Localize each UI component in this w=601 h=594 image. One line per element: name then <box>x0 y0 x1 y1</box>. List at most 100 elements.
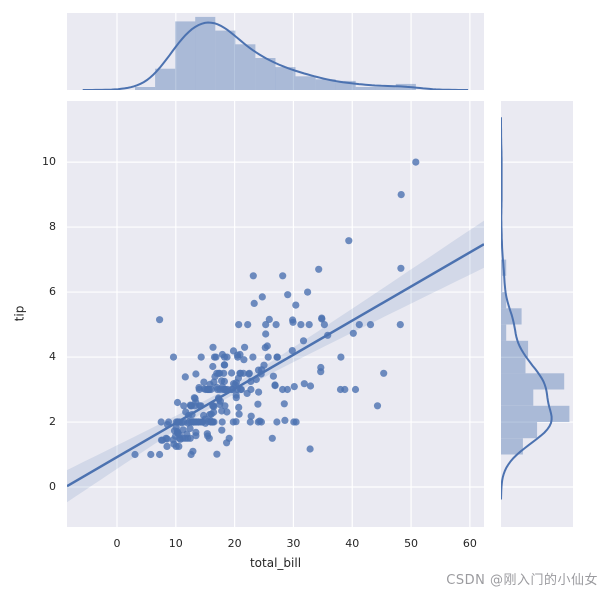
joint-scatter-axes <box>67 101 484 527</box>
hist-bar <box>501 405 570 422</box>
kde-curve-top <box>82 21 469 90</box>
scatter-point <box>223 408 231 416</box>
scatter-point <box>204 417 212 425</box>
scatter-point <box>315 265 323 273</box>
scatter-point <box>192 432 200 440</box>
y-tick-label: 6 <box>49 285 56 299</box>
hist-bar <box>501 438 523 455</box>
scatter-point <box>306 445 314 453</box>
scatter-point <box>351 385 360 394</box>
kde-curve-right <box>501 117 553 500</box>
scatter-point <box>197 353 205 361</box>
hist-bar <box>501 340 529 357</box>
scatter-point <box>156 450 164 459</box>
scatter-point <box>300 380 308 388</box>
scatter-point <box>272 321 280 329</box>
scatter-point <box>254 400 262 408</box>
scatter-point <box>229 347 238 355</box>
scatter-point <box>397 264 405 272</box>
scatter-point <box>235 403 243 411</box>
hist-bar <box>501 292 507 309</box>
scatter-point <box>250 299 258 307</box>
scatter-point <box>229 418 237 426</box>
scatter-point <box>204 385 212 394</box>
hist-bar <box>501 373 565 390</box>
scatter-point <box>269 372 277 380</box>
x-tick-label: 50 <box>404 537 419 550</box>
watermark: CSDN @刚入门的小仙女 <box>446 573 598 588</box>
scatter-point <box>305 321 313 329</box>
scatter-point <box>247 412 255 420</box>
y-tick-label: 2 <box>49 415 56 429</box>
top-marginal-histogram <box>67 13 484 90</box>
scatter-point <box>366 321 375 329</box>
scatter-point <box>189 418 198 426</box>
hist-bar <box>195 16 216 90</box>
scatter-point <box>223 353 231 361</box>
scatter-point <box>289 316 297 324</box>
scatter-point <box>380 369 388 377</box>
scatter-points <box>131 158 420 459</box>
hist-bar <box>335 80 356 90</box>
scatter-point <box>220 361 228 369</box>
x-axis-label: total_bill <box>249 556 302 570</box>
scatter-point <box>232 391 240 399</box>
scatter-point <box>373 402 382 410</box>
grid-lines <box>67 101 484 527</box>
hist-bar <box>355 87 376 90</box>
scatter-point <box>341 385 349 394</box>
scatter-point <box>235 321 243 329</box>
scatter-point <box>396 321 404 329</box>
y-tick-label: 4 <box>49 350 56 364</box>
scatter-point <box>290 383 298 391</box>
hist-bar <box>155 68 176 90</box>
scatter-point <box>318 315 326 323</box>
scatter-point <box>216 385 224 394</box>
scatter-point <box>186 424 194 433</box>
scatter-point <box>249 272 257 280</box>
scatter-point <box>292 301 300 309</box>
scatter-point <box>260 361 268 369</box>
scatter-point <box>258 293 266 301</box>
scatter-point <box>254 418 262 426</box>
scatter-point <box>192 370 200 378</box>
scatter-point <box>241 343 249 351</box>
hist-bar <box>501 275 503 292</box>
scatter-point <box>170 427 179 435</box>
scatter-point <box>210 378 218 386</box>
scatter-point <box>218 418 226 426</box>
scatter-point <box>320 321 328 329</box>
scatter-point <box>304 288 312 296</box>
scatter-point <box>240 356 248 364</box>
scatter-point <box>246 418 254 426</box>
right-marginal-histogram <box>501 101 573 527</box>
scatter-point <box>271 381 279 389</box>
scatter-point <box>279 385 287 394</box>
confidence-band <box>67 220 484 503</box>
scatter-point <box>157 418 165 426</box>
scatter-point <box>235 410 243 418</box>
scatter-point <box>195 385 203 394</box>
scatter-point <box>288 347 296 355</box>
scatter-point <box>131 450 139 459</box>
y-tick-label: 10 <box>42 155 56 169</box>
scatter-point <box>297 321 305 329</box>
scatter-point <box>158 436 167 444</box>
scatter-point <box>268 434 276 442</box>
x-tick-label: 20 <box>227 537 242 550</box>
scatter-point <box>234 353 242 361</box>
hist-bar <box>235 44 256 90</box>
scatter-point <box>244 321 252 329</box>
scatter-point <box>261 344 269 352</box>
scatter-point <box>209 362 217 371</box>
scatter-point <box>187 450 195 459</box>
scatter-point <box>169 353 178 361</box>
regression-line <box>67 243 484 488</box>
scatter-point <box>290 418 298 426</box>
scatter-point <box>210 353 219 361</box>
scatter-point <box>273 353 281 361</box>
scatter-point <box>147 450 155 459</box>
scatter-point <box>176 435 184 443</box>
scatter-point <box>249 353 257 361</box>
